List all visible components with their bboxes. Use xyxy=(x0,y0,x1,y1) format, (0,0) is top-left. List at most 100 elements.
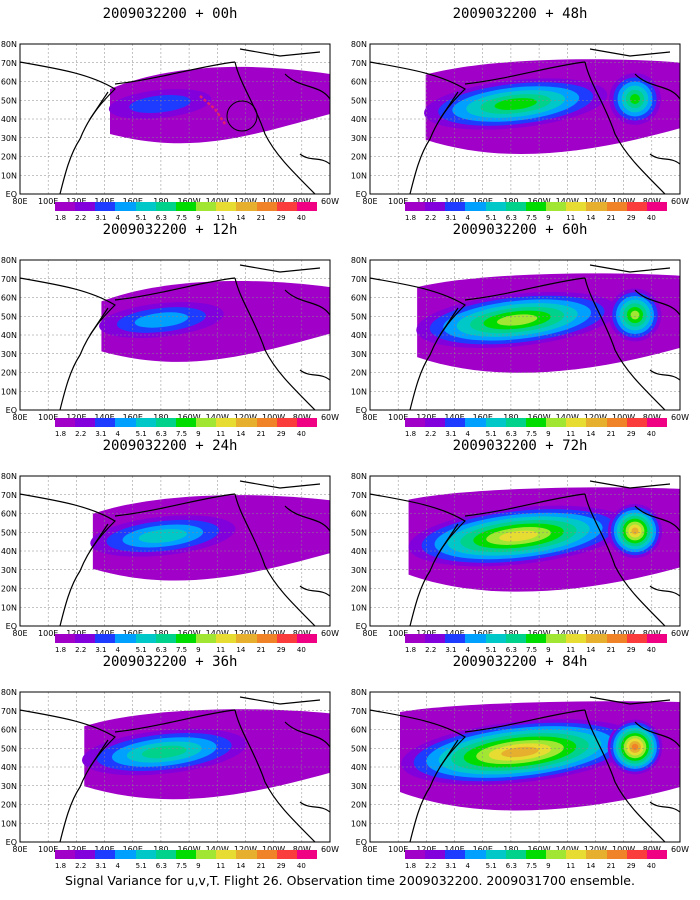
lon-label: 180 xyxy=(503,629,518,638)
colorbar-level-label: 29 xyxy=(276,430,286,438)
colorbar-labels: 1.8 2.2 3.1 4 5.1 6.3 7.5 9 11 14 21 29 40 xyxy=(405,646,667,656)
colorbar-level-label: 7.5 xyxy=(175,214,188,222)
colorbar-swatch xyxy=(465,850,486,859)
lat-label: 10N xyxy=(1,171,17,180)
colorbar-swatch xyxy=(405,634,426,643)
lat-label: 40N xyxy=(351,547,367,556)
lat-label: 70N xyxy=(351,275,367,284)
colorbar-swatch xyxy=(505,202,526,211)
colorbar-level-label: 11 xyxy=(216,646,226,654)
lon-label: 80E xyxy=(362,413,377,422)
colorbar-labels: 1.8 2.2 3.1 4 5.1 6.3 7.5 9 11 14 21 29 40 xyxy=(55,214,317,224)
colorbar-level-label: 4 xyxy=(465,862,470,870)
lon-label: 120W xyxy=(584,413,607,422)
map-frame xyxy=(19,259,331,411)
colorbar-labels: 1.8 2.2 3.1 4 5.1 6.3 7.5 9 11 14 21 29 40 xyxy=(55,646,317,656)
lon-label: 140W xyxy=(556,413,579,422)
coastlines xyxy=(370,696,680,842)
colorbar-swatch xyxy=(296,202,318,211)
lon-label: 120E xyxy=(66,197,86,206)
lat-label: 60N xyxy=(351,78,367,87)
lat-label: 10N xyxy=(351,603,367,612)
colorbar-labels: 1.8 2.2 3.1 4 5.1 6.3 7.5 9 11 14 21 29 40 xyxy=(55,430,317,440)
colorbar-swatch xyxy=(525,850,547,859)
lon-label: 100E xyxy=(38,845,58,854)
lat-label: 80N xyxy=(1,472,17,481)
colorbar-swatch xyxy=(445,202,466,211)
lon-label: 120W xyxy=(234,845,257,854)
colorbar-swatch xyxy=(75,202,96,211)
colorbar-level-label: 4 xyxy=(465,646,470,654)
colorbar-level-label: 40 xyxy=(646,214,656,222)
lon-label: 120W xyxy=(234,413,257,422)
colorbar-swatch xyxy=(505,850,526,859)
coastlines xyxy=(20,48,330,194)
colorbar-level-label: 29 xyxy=(626,646,636,654)
colorbar-level-label: 4 xyxy=(115,646,120,654)
colorbar-level-label: 11 xyxy=(216,430,226,438)
lon-label: 120E xyxy=(416,413,436,422)
colorbar-level-label: 2.2 xyxy=(425,862,437,870)
lon-label: 100W xyxy=(262,413,285,422)
colorbar-level-label: 5.1 xyxy=(135,862,147,870)
lat-label: 30N xyxy=(351,566,367,575)
colorbar-level-label: 2.2 xyxy=(75,646,87,654)
colorbar-swatch xyxy=(196,418,217,427)
colorbar-level-label: 5.1 xyxy=(485,214,497,222)
colorbar-swatch xyxy=(465,634,486,643)
colorbar-swatch xyxy=(445,850,466,859)
map-frame xyxy=(19,691,331,843)
lon-label: 140E xyxy=(444,197,464,206)
colorbar xyxy=(405,634,668,643)
lon-label: 120E xyxy=(66,845,86,854)
lat-label: 60N xyxy=(1,510,17,519)
colorbar-level-label: 6.3 xyxy=(505,214,517,222)
colorbar xyxy=(55,634,318,643)
lat-label: 50N xyxy=(351,96,367,105)
lat-label: 80N xyxy=(351,688,367,697)
coastlines xyxy=(20,264,330,410)
colorbar-level-label: 14 xyxy=(236,214,246,222)
colorbar-level-label: 1.8 xyxy=(405,646,417,654)
panel-title: 2009032200 + 72h xyxy=(452,438,588,454)
colorbar-level-label: 6.3 xyxy=(155,862,167,870)
colorbar-swatch xyxy=(586,850,607,859)
lat-label: 10N xyxy=(351,819,367,828)
colorbar-swatch xyxy=(55,634,76,643)
lon-label: 180 xyxy=(503,197,518,206)
lon-label: 120W xyxy=(584,629,607,638)
colorbar-swatch xyxy=(566,634,587,643)
colorbar-swatch xyxy=(216,634,237,643)
colorbar-swatch xyxy=(425,202,446,211)
colorbar-level-label: 4 xyxy=(465,214,470,222)
colorbar-swatch xyxy=(135,634,156,643)
colorbar-swatch xyxy=(606,634,627,643)
colorbar-level-label: 5.1 xyxy=(485,862,497,870)
lat-label: 50N xyxy=(1,528,17,537)
lat-label: 60N xyxy=(351,510,367,519)
lon-label: 120E xyxy=(416,629,436,638)
colorbar-level-label: 3.1 xyxy=(95,862,107,870)
lat-label: EQ xyxy=(6,406,17,415)
lon-label: 60W xyxy=(321,197,339,206)
lon-label: 80E xyxy=(12,413,27,422)
colorbar-level-label: 4 xyxy=(115,214,120,222)
colorbar-swatch xyxy=(155,418,176,427)
lat-label: 60N xyxy=(1,294,17,303)
colorbar xyxy=(405,202,668,211)
colorbar-level-label: 4 xyxy=(465,430,470,438)
lat-label: 50N xyxy=(1,744,17,753)
lat-label: 40N xyxy=(1,331,17,340)
colorbar-level-label: 9 xyxy=(546,430,551,438)
colorbar-swatch xyxy=(405,202,426,211)
colorbar-level-label: 29 xyxy=(276,646,286,654)
coastlines xyxy=(370,480,680,626)
colorbar-level-label: 2.2 xyxy=(75,862,87,870)
lon-label: 60W xyxy=(671,629,689,638)
lat-label: 20N xyxy=(351,369,367,378)
lat-label: 20N xyxy=(1,585,17,594)
colorbar-level-label: 40 xyxy=(646,862,656,870)
colorbar-level-label: 14 xyxy=(586,214,596,222)
